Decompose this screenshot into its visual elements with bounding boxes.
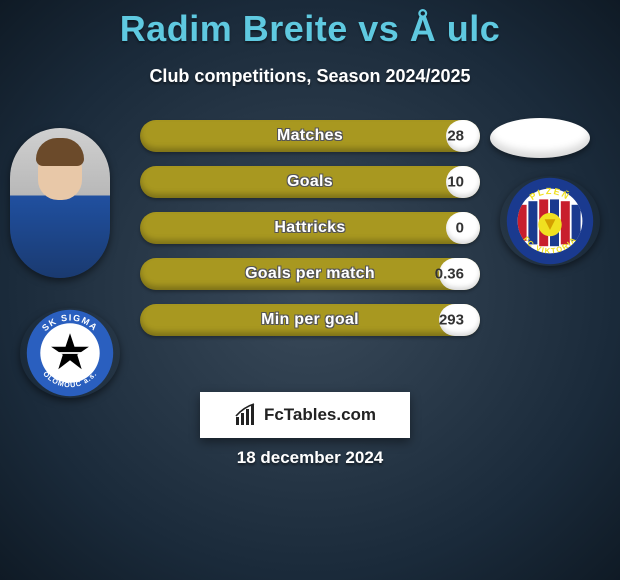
stats-container: Matches28 Goals10 Hattricks0 Goals per matc… <box>140 120 480 350</box>
stat-label: Matches <box>140 127 480 145</box>
club-badge-right: PLZEŇ FC VIKTORIA <box>500 176 600 266</box>
stat-label: Min per goal <box>140 311 480 329</box>
stat-row: Goals per match0.36 <box>140 258 480 290</box>
stat-row: Min per goal293 <box>140 304 480 336</box>
stat-value: 0.36 <box>435 266 464 283</box>
stat-value: 10 <box>447 174 464 191</box>
stat-row: Hattricks0 <box>140 212 480 244</box>
stat-row: Goals10 <box>140 166 480 198</box>
stat-label: Goals per match <box>140 265 480 283</box>
stat-row: Matches28 <box>140 120 480 152</box>
stat-label: Hattricks <box>140 219 480 237</box>
branding-box: FcTables.com <box>200 392 410 438</box>
date-label: 18 december 2024 <box>0 448 620 468</box>
player-photo-right-placeholder <box>490 118 590 158</box>
page-title: Radim Breite vs Å ulc <box>0 0 620 50</box>
bar-chart-icon <box>234 403 258 427</box>
stat-label: Goals <box>140 173 480 191</box>
branding-label: FcTables.com <box>264 405 376 425</box>
player-photo-left <box>10 128 110 278</box>
club-badge-left: SK SIGMA OLOMOUC a.s. <box>20 308 120 398</box>
stat-value: 293 <box>439 312 464 329</box>
stat-value: 0 <box>456 220 464 237</box>
page-subtitle: Club competitions, Season 2024/2025 <box>0 66 620 87</box>
stat-value: 28 <box>447 128 464 145</box>
